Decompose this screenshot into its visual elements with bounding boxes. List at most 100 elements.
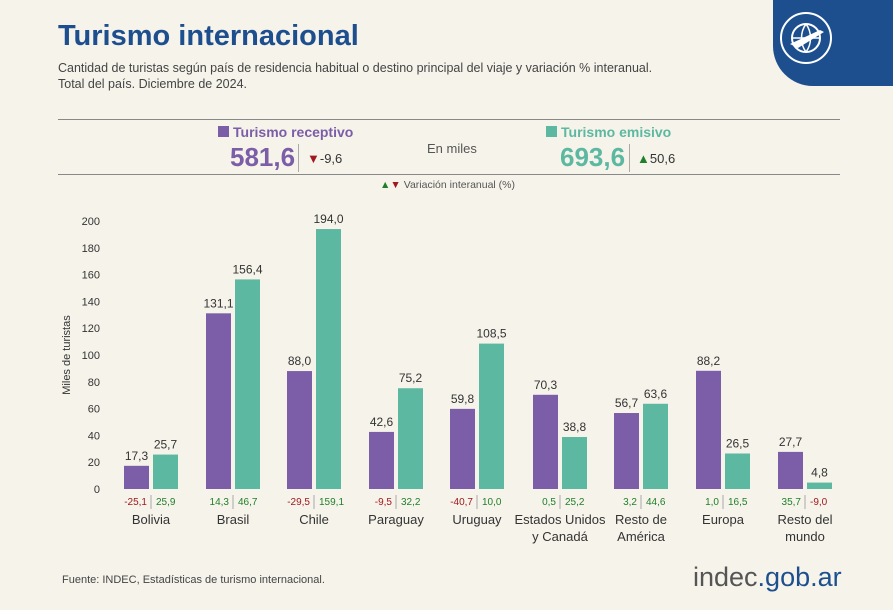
emisivo-total: 693,6 — [560, 142, 626, 172]
bar-emisivo — [643, 403, 668, 489]
data-label: 59,8 — [451, 392, 475, 406]
logo-text: indec — [693, 562, 758, 592]
variation-label: 46,7 — [238, 497, 258, 508]
category-label: Bolivia — [132, 512, 171, 527]
data-label: 70,3 — [534, 378, 558, 392]
data-label: 27,7 — [779, 435, 803, 449]
category-label: Uruguay — [452, 512, 502, 527]
y-tick-label: 100 — [82, 350, 100, 362]
y-tick-label: 200 — [82, 216, 100, 228]
variation-label: 35,7 — [782, 497, 802, 508]
receptivo-total: 581,6 — [230, 142, 296, 172]
variation-label: -29,5 — [287, 497, 310, 508]
variation-label: 10,0 — [482, 497, 502, 508]
y-tick-label: 60 — [88, 404, 100, 416]
variation-label: 16,5 — [728, 497, 748, 508]
variation-label: -9,0 — [810, 497, 828, 508]
bar-emisivo — [153, 454, 178, 489]
bar-receptivo — [206, 313, 231, 489]
receptivo-variation: ▼-9,6 — [307, 151, 342, 166]
data-label: 25,7 — [154, 438, 178, 452]
data-label: 156,4 — [232, 262, 262, 276]
divider — [58, 174, 840, 175]
category-label: América — [617, 529, 665, 544]
variation-label: 14,3 — [210, 497, 230, 508]
data-label: 75,2 — [399, 371, 423, 385]
bar-receptivo — [614, 413, 639, 489]
variation-label: -9,5 — [375, 497, 393, 508]
indec-logo: indec.gob.ar — [693, 562, 842, 593]
bar-receptivo — [696, 370, 721, 489]
globe-icon — [790, 23, 824, 53]
variation-label: 0,5 — [542, 497, 556, 508]
bar-receptivo — [450, 408, 475, 489]
y-tick-label: 160 — [82, 270, 100, 282]
bar-emisivo — [479, 343, 504, 489]
variation-label: 25,2 — [565, 497, 585, 508]
page-title: Turismo internacional — [58, 20, 359, 52]
category-label: mundo — [785, 529, 825, 544]
bar-receptivo — [533, 394, 558, 489]
category-label: Chile — [299, 512, 329, 527]
subtitle: Cantidad de turistas según país de resid… — [58, 60, 758, 92]
down-triangle-icon: ▼ — [307, 151, 320, 166]
data-label: 194,0 — [313, 212, 343, 226]
up-triangle-icon: ▲ — [637, 151, 650, 166]
data-label: 38,8 — [563, 420, 587, 434]
variation-label: 1,0 — [705, 497, 719, 508]
y-tick-label: 80 — [88, 377, 100, 389]
legend-emisivo: Turismo emisivo — [546, 124, 671, 140]
divider — [298, 144, 299, 172]
legend-label: Turismo emisivo — [561, 124, 672, 140]
data-label: 4,8 — [811, 466, 828, 480]
bar-emisivo — [725, 453, 750, 489]
variation-label: -40,7 — [450, 497, 473, 508]
unit-label: En miles — [427, 141, 477, 156]
data-label: 26,5 — [726, 436, 750, 450]
bar-receptivo — [124, 465, 149, 489]
data-label: 88,2 — [697, 354, 721, 368]
variation-label: -25,1 — [124, 497, 147, 508]
bar-receptivo — [369, 431, 394, 489]
bar-emisivo — [398, 388, 423, 489]
globe-plane-icon — [780, 12, 832, 64]
y-tick-label: 20 — [88, 457, 100, 469]
y-tick-label: 0 — [94, 484, 100, 496]
category-label: Europa — [702, 512, 745, 527]
legend-swatch — [546, 126, 557, 137]
bar-receptivo — [778, 451, 803, 489]
logo-text: .gob.ar — [757, 562, 842, 592]
category-label: Estados Unidos — [514, 512, 606, 527]
up-triangle-icon: ▲ — [380, 179, 391, 191]
source-note: Fuente: INDEC, Estadísticas de turismo i… — [62, 574, 325, 586]
subtitle-line: Total del país. Diciembre de 2024. — [58, 77, 247, 91]
legend-receptivo: Turismo receptivo — [218, 124, 353, 140]
y-tick-label: 140 — [82, 296, 100, 308]
y-tick-label: 120 — [82, 323, 100, 335]
data-label: 108,5 — [476, 327, 506, 341]
data-label: 56,7 — [615, 396, 639, 410]
legend-label: Turismo receptivo — [233, 124, 354, 140]
data-label: 131,1 — [203, 296, 233, 310]
legend-swatch — [218, 126, 229, 137]
variation-legend: ▲▼ Variación interanual (%) — [380, 179, 515, 191]
variation-label: 32,2 — [401, 497, 421, 508]
data-label: 88,0 — [288, 354, 312, 368]
subtitle-line: Cantidad de turistas según país de resid… — [58, 61, 653, 75]
variation-label: 3,2 — [623, 497, 637, 508]
category-label: Paraguay — [368, 512, 424, 527]
bar-emisivo — [235, 279, 260, 489]
category-label: y Canadá — [532, 529, 588, 544]
category-label: Resto de — [615, 512, 667, 527]
bar-receptivo — [287, 371, 312, 489]
bar-emisivo — [807, 482, 832, 489]
data-label: 17,3 — [125, 449, 149, 463]
y-tick-label: 180 — [82, 243, 100, 255]
variation-label: 25,9 — [156, 497, 176, 508]
divider — [58, 119, 840, 120]
variation-legend-label: Variación interanual (%) — [403, 179, 516, 191]
variation-value: 50,6 — [649, 151, 676, 166]
category-label: Resto del — [778, 512, 833, 527]
divider — [629, 144, 630, 172]
